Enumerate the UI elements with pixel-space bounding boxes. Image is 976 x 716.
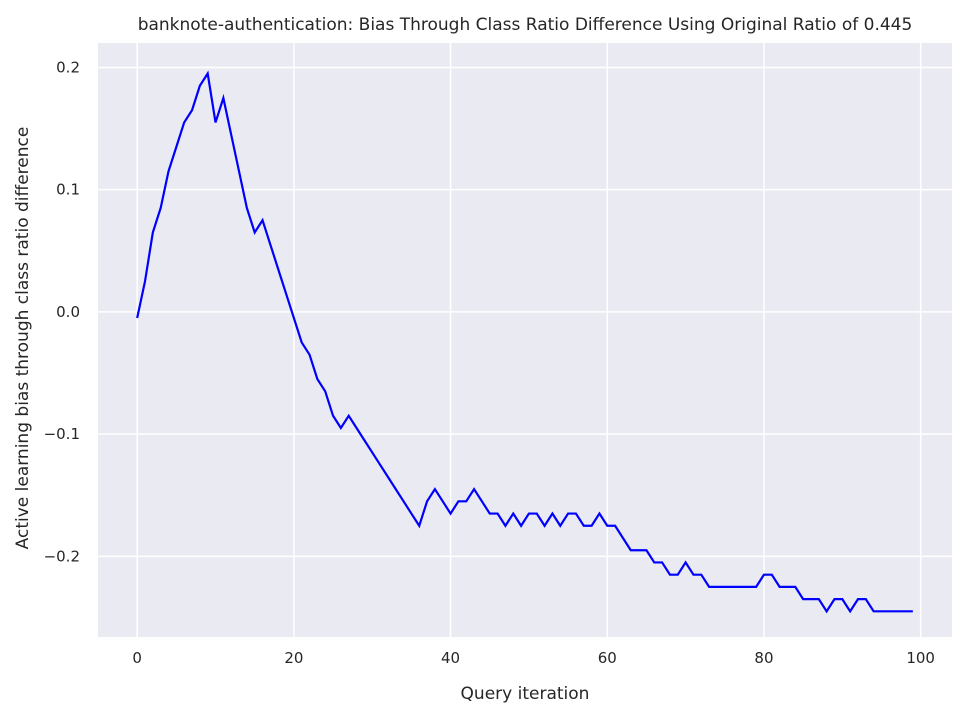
y-axis-label: Active learning bias through class ratio… <box>13 127 33 550</box>
x-tick-label: 0 <box>132 649 142 667</box>
y-tick-label: −0.1 <box>44 425 80 443</box>
y-axis-ticks: −0.2 −0.1 0.0 0.1 0.2 <box>44 58 80 565</box>
x-tick-label: 20 <box>284 649 303 667</box>
x-tick-label: 80 <box>754 649 773 667</box>
chart-title: banknote-authentication: Bias Through Cl… <box>138 15 913 35</box>
x-tick-label: 60 <box>598 649 617 667</box>
x-axis-label: Query iteration <box>461 684 590 704</box>
y-tick-label: 0.1 <box>56 181 80 199</box>
series-line <box>136 70 913 614</box>
plot-area <box>98 43 952 637</box>
x-axis-ticks: 0 20 40 60 80 100 <box>132 649 935 667</box>
x-tick-label: 100 <box>906 649 935 667</box>
y-tick-label: 0.2 <box>56 58 80 76</box>
y-tick-label: −0.2 <box>44 547 80 565</box>
x-tick-label: 40 <box>441 649 460 667</box>
grid-lines <box>98 43 952 637</box>
y-tick-label: 0.0 <box>56 303 80 321</box>
